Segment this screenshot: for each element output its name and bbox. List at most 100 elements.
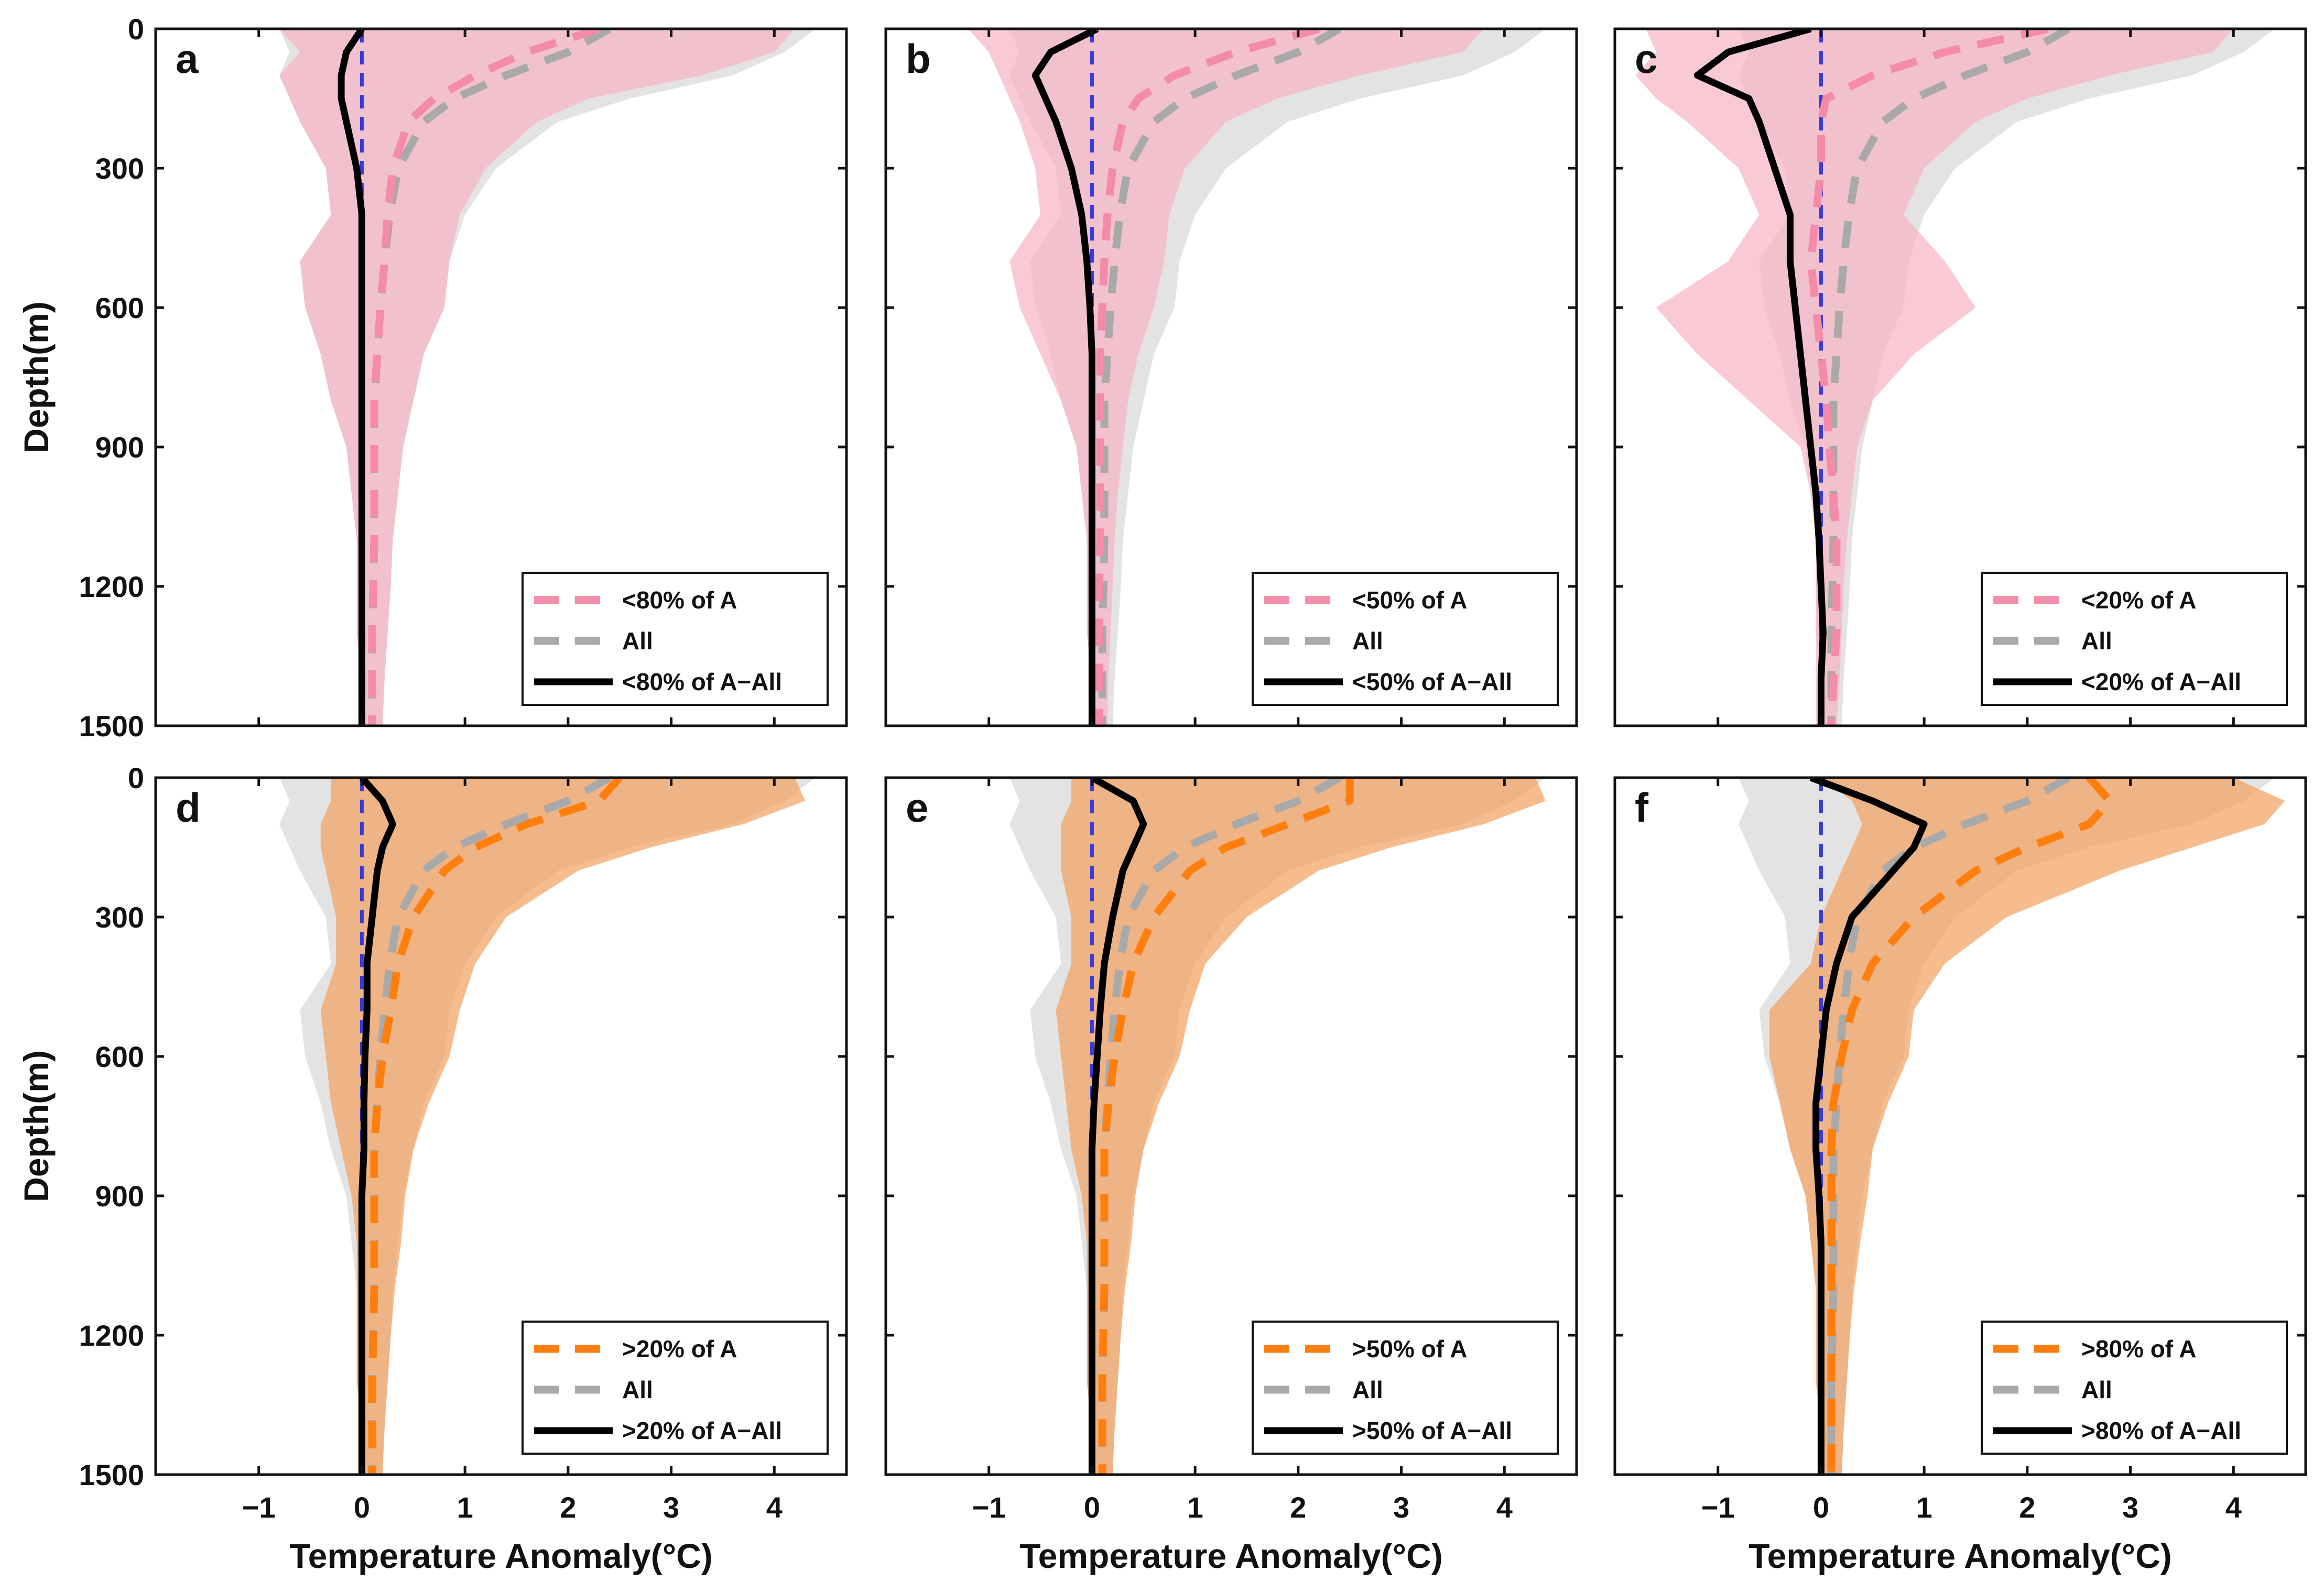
legend-label: >20% of A bbox=[622, 1335, 737, 1362]
panel-f: −1 0 1 2 3 4 f Temperature Anomaly(°C) >80% of A… bbox=[1613, 776, 2307, 1575]
legend-label: <20% of A−All bbox=[2081, 668, 2241, 695]
x-tick-label: 1 bbox=[1916, 1491, 1932, 1524]
y-tick-label: 300 bbox=[95, 152, 144, 185]
legend-label: >50% of A−All bbox=[1352, 1417, 1512, 1444]
subset-mean-line bbox=[1827, 778, 2114, 1475]
panel-b: b <50% of A All <50% of A−All bbox=[884, 27, 1578, 727]
legend-label: All bbox=[622, 627, 653, 655]
legend: <50% of A All <50% of A−All bbox=[1252, 572, 1559, 706]
y-tick-label: 1200 bbox=[79, 1319, 144, 1352]
all-mean-line bbox=[1827, 29, 2071, 726]
all-mean-line bbox=[1098, 29, 1342, 726]
difference-line bbox=[358, 778, 396, 1475]
y-tick-label: 1500 bbox=[79, 710, 144, 743]
band-subset bbox=[1056, 778, 1546, 1475]
x-axis-title: Temperature Anomaly(°C) bbox=[1019, 1536, 1443, 1575]
y-tick-label: 600 bbox=[95, 291, 144, 324]
x-tick-label: −1 bbox=[972, 1491, 1006, 1524]
x-tick-label: −1 bbox=[242, 1491, 276, 1524]
legend-label: <20% of A bbox=[2081, 586, 2196, 614]
panel-letter: f bbox=[1635, 784, 1649, 831]
legend: >20% of A All >20% of A−All bbox=[522, 1321, 829, 1455]
legend: <20% of A All <20% of A−All bbox=[1981, 572, 2288, 706]
legend: >80% of A All >80% of A−All bbox=[1981, 1321, 2288, 1455]
y-tick-label: 0 bbox=[128, 761, 144, 794]
y-tick-label: 0 bbox=[128, 13, 144, 46]
x-tick-label: 4 bbox=[1496, 1491, 1513, 1524]
panel-e: −1 0 1 2 3 4 e Temperature Anomaly(°C) >50% of A… bbox=[884, 776, 1578, 1575]
axes-frame bbox=[1613, 776, 2307, 1476]
y-axis-title: Depth(m) bbox=[17, 1050, 56, 1202]
x-tick-label: 3 bbox=[1393, 1491, 1409, 1524]
x-tick-label: 0 bbox=[354, 1491, 370, 1524]
x-tick-label: 1 bbox=[457, 1491, 473, 1524]
panel-letter: e bbox=[906, 784, 928, 831]
x-tick-label: 2 bbox=[1290, 1491, 1306, 1524]
difference-line bbox=[1031, 29, 1099, 726]
subset-mean-line bbox=[1095, 29, 1320, 726]
y-tick-label: 900 bbox=[95, 431, 144, 464]
legend-label: >20% of A−All bbox=[622, 1417, 782, 1444]
plot-content bbox=[279, 778, 816, 1475]
legend-label: All bbox=[2081, 1376, 2112, 1403]
legend: >50% of A All >50% of A−All bbox=[1252, 1321, 1559, 1455]
difference-line bbox=[1693, 29, 1827, 726]
legend-label: >80% of A bbox=[2081, 1335, 2196, 1362]
x-tick-label: 4 bbox=[766, 1491, 783, 1524]
axes-frame bbox=[884, 27, 1578, 727]
legend-label: All bbox=[2081, 627, 2112, 655]
x-tick-label: 0 bbox=[1813, 1491, 1829, 1524]
x-axis-title: Temperature Anomaly(°C) bbox=[1749, 1536, 2172, 1575]
all-mean-line bbox=[1827, 778, 2071, 1475]
axes-frame bbox=[1613, 27, 2307, 727]
y-tick-label: 1500 bbox=[79, 1458, 144, 1491]
plot-content bbox=[968, 29, 1546, 726]
axes-frame bbox=[154, 27, 848, 727]
band-subset bbox=[1769, 778, 2285, 1475]
panel-c: c <20% of A All <20% of A−All bbox=[1613, 27, 2307, 727]
subset-mean-line bbox=[368, 29, 601, 726]
x-tick-label: −1 bbox=[1701, 1491, 1735, 1524]
legend-label: <80% of A−All bbox=[622, 668, 782, 695]
panel-letter: a bbox=[176, 36, 199, 82]
panel-letter: d bbox=[176, 784, 201, 831]
x-tick-label: 1 bbox=[1187, 1491, 1203, 1524]
subset-mean-line bbox=[1098, 778, 1354, 1475]
legend: <80% of A All <80% of A−All bbox=[522, 572, 829, 706]
legend-label: >50% of A bbox=[1352, 1335, 1467, 1362]
x-tick-label: 2 bbox=[2019, 1491, 2035, 1524]
axes-frame bbox=[884, 776, 1578, 1476]
x-tick-label: 4 bbox=[2225, 1491, 2242, 1524]
y-tick-label: 300 bbox=[95, 901, 144, 934]
subset-mean-line bbox=[1807, 29, 2049, 726]
subset-mean-line bbox=[368, 778, 623, 1475]
plot-content bbox=[1635, 29, 2275, 726]
x-axis-title: Temperature Anomaly(°C) bbox=[289, 1536, 713, 1575]
legend-label: <50% of A−All bbox=[1352, 668, 1512, 695]
legend-label: All bbox=[622, 1376, 653, 1403]
panel-d: 0 300 600 900 1200 1500 −1 0 1 2 3 4 d Depth(m) Temper… bbox=[17, 761, 848, 1575]
difference-line bbox=[1088, 778, 1147, 1475]
difference-line bbox=[338, 29, 365, 726]
panel-letter: b bbox=[906, 36, 931, 82]
y-tick-label: 1200 bbox=[79, 570, 144, 603]
panel-letter: c bbox=[1635, 36, 1657, 82]
plot-content bbox=[1739, 778, 2285, 1475]
y-tick-label: 600 bbox=[95, 1040, 144, 1073]
x-tick-label: 3 bbox=[663, 1491, 679, 1524]
plot-content bbox=[279, 29, 816, 726]
band-subset bbox=[320, 778, 806, 1475]
x-tick-label: 3 bbox=[2122, 1491, 2138, 1524]
band-subset bbox=[279, 29, 795, 726]
legend-label: <50% of A bbox=[1352, 586, 1467, 614]
plot-content bbox=[1009, 778, 1546, 1475]
legend-label: >80% of A−All bbox=[2081, 1417, 2241, 1444]
legend-label: <80% of A bbox=[622, 586, 737, 614]
legend-label: All bbox=[1352, 1376, 1383, 1403]
legend-label: All bbox=[1352, 627, 1383, 655]
y-tick-label: 900 bbox=[95, 1180, 144, 1213]
x-tick-label: 0 bbox=[1084, 1491, 1100, 1524]
axes-frame bbox=[154, 776, 848, 1476]
